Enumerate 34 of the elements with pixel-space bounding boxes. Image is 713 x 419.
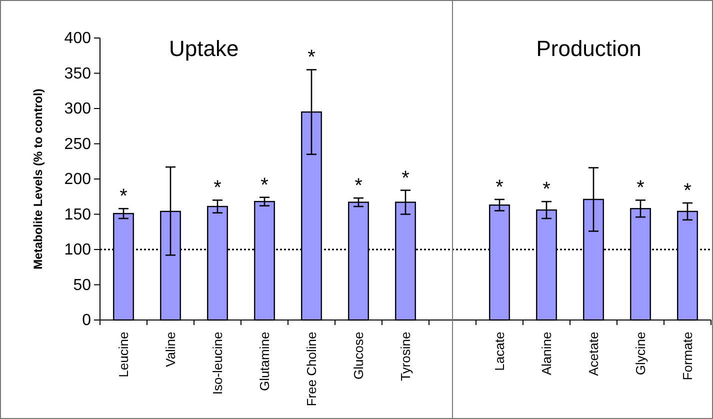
annotation: * bbox=[260, 174, 269, 196]
y-tick-label: 400 bbox=[64, 30, 92, 48]
y-tick-label: 50 bbox=[73, 276, 92, 294]
y-axis-title: Metabolite Levels (% to control) bbox=[31, 88, 45, 270]
y-tick-label: 100 bbox=[64, 242, 92, 259]
y-tick-label: 0 bbox=[82, 312, 92, 330]
x-tick-label: Glucose bbox=[351, 332, 366, 380]
annotation: * bbox=[542, 178, 551, 201]
y-tick-label: 350 bbox=[64, 65, 92, 82]
annotation: * bbox=[308, 46, 316, 69]
x-tick-label: Valine bbox=[163, 332, 178, 367]
annotation: * bbox=[496, 176, 504, 198]
x-tick-label: Glycine bbox=[633, 332, 648, 376]
y-tick-label: 150 bbox=[64, 206, 92, 224]
annotation: * bbox=[402, 167, 410, 190]
annotation: * bbox=[684, 180, 692, 202]
x-tick-label: Tyrosine bbox=[398, 332, 414, 381]
annotation: * bbox=[214, 177, 222, 200]
annotation: * bbox=[354, 175, 363, 198]
y-tick-label: 200 bbox=[64, 171, 92, 188]
x-tick-label: Iso-leucine bbox=[210, 332, 226, 395]
x-tick-label: Glutamine bbox=[257, 332, 272, 392]
x-tick-label: Lacate bbox=[492, 332, 508, 371]
y-tick-label: 250 bbox=[64, 136, 92, 153]
x-tick-label: Free Choline bbox=[304, 332, 320, 406]
x-tick-label: Acetate bbox=[586, 332, 602, 376]
annotation: * bbox=[120, 186, 128, 208]
annotation: Production bbox=[536, 36, 642, 61]
annotation: Uptake bbox=[169, 36, 239, 61]
x-tick-label: Alanine bbox=[539, 332, 554, 376]
x-tick-label: Formate bbox=[680, 332, 696, 380]
y-tick-label: 300 bbox=[64, 100, 92, 118]
x-tick-label: Leucine bbox=[116, 332, 132, 378]
annotation: * bbox=[636, 177, 645, 200]
